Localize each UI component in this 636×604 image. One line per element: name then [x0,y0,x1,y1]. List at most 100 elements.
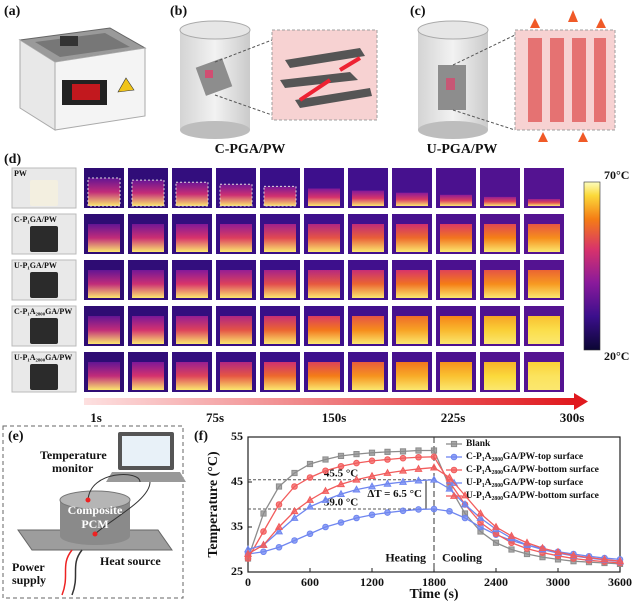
thermal-sample [176,224,208,252]
time-arrowhead [574,393,588,410]
marker [322,523,329,531]
x-tick-label: 0 [245,575,251,589]
x-tick-label: 1200 [360,575,384,589]
legend-label: U-P₁A₂₈₀₀GA/PW-bottom surface [466,491,599,501]
device-illustration [18,27,147,131]
marker [446,507,453,515]
thermal-sample [396,192,428,206]
marker [383,479,392,487]
marker [291,537,298,544]
legend-marker [450,453,458,461]
marker [415,506,422,513]
thermal-sample [264,362,296,390]
marker [569,550,578,559]
thermal-sample [220,270,252,298]
thermal-sample [440,270,472,298]
marker [553,547,563,556]
thermal-sample [528,362,560,390]
thermal-sample [352,362,384,390]
thermal-sample [220,224,252,252]
y-tick-label: 35 [231,519,243,533]
marker [398,477,408,485]
marker [368,449,376,456]
sample-body [30,272,58,298]
thermal-sample [440,194,472,206]
thermal-sample [308,188,340,206]
thermal-sample [132,270,164,298]
marker [398,466,408,474]
thermal-sample [308,270,340,298]
colorbar [583,181,601,351]
setup-label: monitor [52,461,94,475]
thermal-sample [220,362,252,390]
marker [399,448,407,455]
legend-label: C-P₁A₂₈₀₀GA/PW-bottom surface [466,465,599,475]
marker [476,509,485,517]
marker [399,507,407,515]
marker [291,483,298,490]
thermal-sample [88,316,120,344]
sample-label: C-P₁GA/PW [14,215,57,224]
time-label: 75s [206,410,224,425]
setup-label: Power [12,560,45,574]
c-pga-schematic [179,20,378,139]
time-label: 300s [560,410,585,425]
marker [384,448,391,455]
setup-label: PCM [81,517,108,531]
thermal-sample [484,224,516,252]
thermal-sample [396,224,428,252]
marker [290,513,299,521]
marker [259,540,268,548]
thermal-sample [352,316,384,344]
marker [507,531,516,539]
thermal-sample [264,270,296,298]
panel-label: (b) [170,4,187,19]
marker [260,548,267,556]
time-arrow [84,398,574,405]
marker [461,514,469,522]
thermal-sample [352,224,384,252]
thermal-sample [308,316,340,344]
annotation: 39.0 °C [324,497,358,509]
marker [415,453,422,461]
marker [353,451,360,458]
thermal-sample [175,181,209,207]
marker [415,447,422,454]
marker [353,459,360,467]
y-tick-label: 25 [231,564,243,578]
schematic-label: C-PGA/PW [215,142,286,157]
marker [352,485,361,493]
marker [476,513,485,521]
thermal-sample [220,316,252,344]
thermal-sample [264,224,296,252]
legend-label: Blank [466,439,491,449]
marker [600,554,609,563]
marker [306,474,314,481]
panel-label: (f) [194,429,208,444]
marker [337,462,345,470]
thermal-sample [308,224,340,252]
thermal-sample [484,316,516,344]
thermal-sample [88,362,120,390]
marker [492,539,500,546]
marker [274,522,284,530]
marker [384,456,391,463]
marker [399,454,407,462]
marker [260,528,267,535]
thermal-sample [528,224,560,252]
marker [460,491,470,499]
marker [306,460,314,468]
thermal-sample [352,190,384,206]
legend-label: U-P₁A₂₈₀₀GA/PW-top surface [466,478,583,488]
marker [337,519,345,526]
marker [305,502,315,510]
legend-marker [449,491,459,499]
u-pga-schematic [417,10,616,142]
thermal-sample [440,362,472,390]
x-tick-label: 2400 [484,575,508,589]
marker [523,550,531,558]
legend-marker [450,440,458,448]
thermal-sample [528,270,560,298]
thermal-sample [132,316,164,344]
